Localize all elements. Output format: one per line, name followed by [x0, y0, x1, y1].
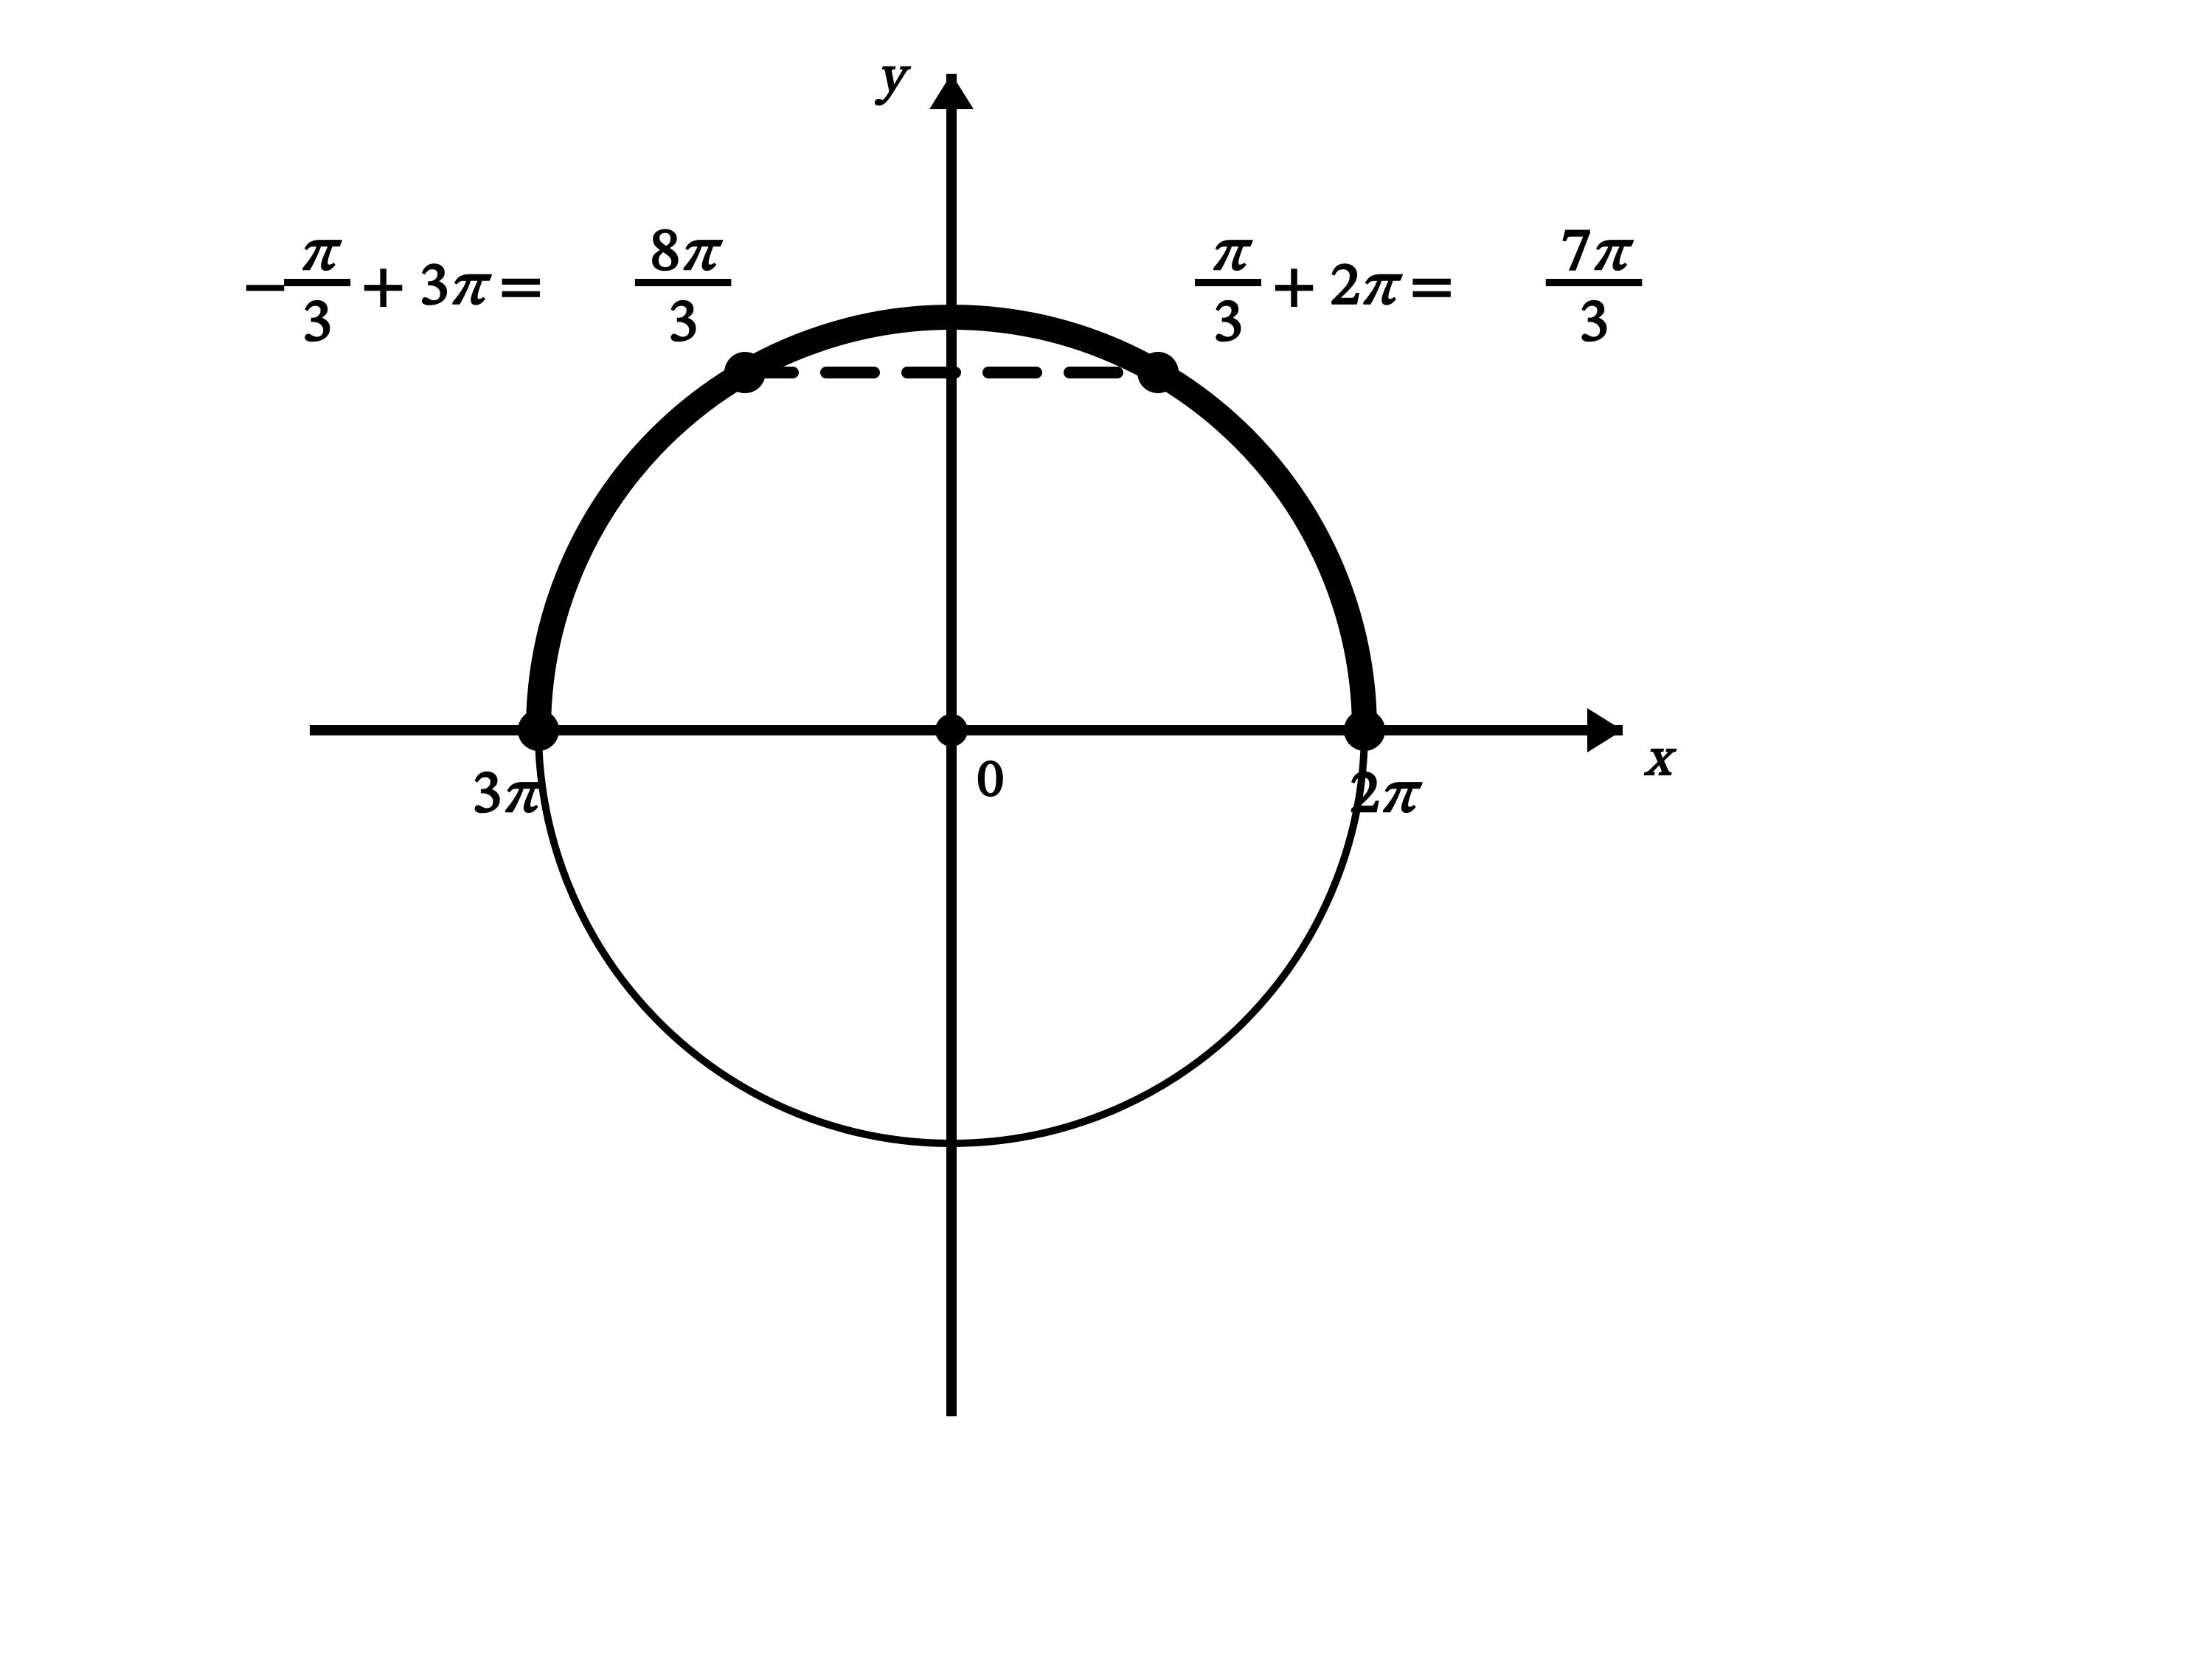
origin-label: 0	[977, 755, 1004, 808]
two-pi-label: 2π	[1350, 766, 1424, 826]
svg-text:+ 2π =: + 2π =	[1272, 258, 1454, 319]
svg-text:7π: 7π	[1561, 224, 1635, 284]
svg-text:+ 3π =: + 3π =	[361, 258, 543, 319]
svg-text:3π: 3π	[472, 766, 546, 826]
svg-text:8π: 8π	[651, 224, 724, 284]
svg-text:2π: 2π	[1350, 766, 1424, 826]
point-left	[518, 710, 559, 751]
three-pi-label: 3π	[472, 766, 546, 826]
point-center	[935, 714, 968, 747]
svg-text:−: −	[243, 258, 287, 319]
point-right	[1344, 710, 1385, 751]
point-pi3_right	[1137, 352, 1179, 393]
svg-text:3: 3	[302, 294, 333, 355]
point-pi3_left	[724, 352, 766, 393]
svg-text:3: 3	[668, 294, 698, 355]
svg-text:3: 3	[1213, 294, 1244, 355]
svg-text:3: 3	[1579, 294, 1609, 355]
unit-circle-diagram: xy02π3π−π3 + 3π = 8π3π3 + 2π = 7π3	[0, 0, 2212, 1659]
